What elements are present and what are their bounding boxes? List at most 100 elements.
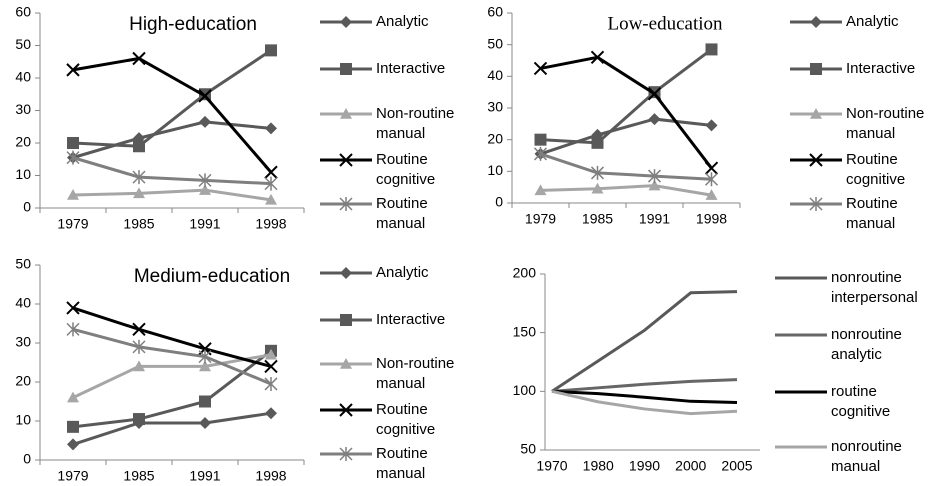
y-tick-label: 20 xyxy=(15,134,31,150)
series-line xyxy=(72,120,272,160)
y-tick-label: 60 xyxy=(15,4,31,20)
y-tick-label: 0 xyxy=(23,199,31,215)
marker xyxy=(810,108,822,119)
marker xyxy=(66,150,80,165)
marker xyxy=(810,63,822,75)
marker xyxy=(199,115,211,128)
marker xyxy=(340,314,352,326)
y-tick-label: 20 xyxy=(487,130,503,146)
marker xyxy=(648,113,661,126)
marker xyxy=(132,339,146,354)
chart-title: Low-education xyxy=(607,13,723,34)
marker xyxy=(67,438,79,451)
marker xyxy=(339,197,353,211)
series-line xyxy=(72,349,272,429)
x-tick-label: 1985 xyxy=(123,216,154,232)
marker xyxy=(591,182,604,194)
y-tick-label: 40 xyxy=(15,69,31,85)
marker xyxy=(340,108,352,119)
y-tick-label: 60 xyxy=(487,4,503,20)
y-tick-label: 200 xyxy=(513,265,537,281)
series-line xyxy=(72,306,272,368)
series-line xyxy=(540,48,713,145)
y-tick-label: 50 xyxy=(487,35,503,51)
marker xyxy=(132,51,146,66)
series-line xyxy=(72,188,272,202)
marker xyxy=(705,119,718,132)
marker xyxy=(265,348,277,360)
marker xyxy=(67,420,79,433)
marker xyxy=(590,165,605,180)
legend-label: Routine cognitive xyxy=(376,151,436,188)
x-tick-label: 1998 xyxy=(255,468,286,484)
x-tick-label: 1979 xyxy=(57,216,88,232)
marker xyxy=(66,63,80,77)
marker xyxy=(265,193,277,205)
series-line xyxy=(551,389,738,416)
marker xyxy=(199,360,211,372)
series-line xyxy=(540,184,712,197)
legend-label: Interactive xyxy=(846,60,916,77)
legend-label: Routine manual xyxy=(846,195,898,232)
y-tick-label: 10 xyxy=(15,412,31,428)
marker xyxy=(132,322,146,337)
x-tick-label: 2000 xyxy=(675,458,706,474)
x-tick-label: 1991 xyxy=(189,468,220,484)
marker xyxy=(265,44,277,57)
marker xyxy=(534,184,547,196)
marker xyxy=(533,146,548,161)
marker xyxy=(591,136,604,149)
y-tick-label: 20 xyxy=(15,373,31,389)
marker xyxy=(809,153,823,167)
marker xyxy=(339,447,353,461)
series-line xyxy=(72,56,273,174)
legend-label: Interactive xyxy=(376,60,446,77)
y-tick-label: 0 xyxy=(495,194,503,210)
marker xyxy=(339,403,353,417)
chart-title: Medium-education xyxy=(134,266,290,287)
marker xyxy=(704,161,719,175)
marker xyxy=(265,407,277,420)
marker xyxy=(67,391,79,403)
legend-label: Analytic xyxy=(376,264,429,281)
series-line xyxy=(72,49,272,148)
marker xyxy=(199,395,211,408)
x-tick-label: 1979 xyxy=(525,211,556,227)
series-line xyxy=(540,117,712,156)
series-line xyxy=(72,327,272,386)
y-tick-label: 10 xyxy=(487,162,503,178)
marker xyxy=(590,50,605,65)
x-tick-label: 1985 xyxy=(123,468,154,484)
marker xyxy=(199,416,211,429)
y-tick-label: 40 xyxy=(487,67,503,83)
legend-label: Non-routine manual xyxy=(846,105,925,142)
marker xyxy=(534,133,547,146)
x-tick-label: 2005 xyxy=(721,458,752,474)
y-tick-label: 30 xyxy=(487,99,503,115)
series-line xyxy=(551,389,738,404)
legend-label: nonroutine analytic xyxy=(831,326,902,363)
y-tick-label: 10 xyxy=(15,166,31,182)
legend-label: Routine manual xyxy=(376,445,428,482)
series-line xyxy=(540,152,712,181)
legend-label: Routine cognitive xyxy=(846,151,906,188)
x-tick-label: 1970 xyxy=(536,458,567,474)
marker xyxy=(340,267,352,279)
chart-title: High-education xyxy=(129,14,257,35)
y-tick-label: 40 xyxy=(15,295,31,311)
series-line xyxy=(540,55,713,170)
marker xyxy=(810,16,822,28)
marker xyxy=(198,89,212,103)
series-line xyxy=(551,378,738,393)
legend-label: Non-routine manual xyxy=(376,355,455,392)
series-line xyxy=(72,156,272,186)
marker xyxy=(339,153,353,167)
marker xyxy=(67,189,79,200)
marker xyxy=(133,360,145,372)
y-tick-label: 0 xyxy=(23,451,31,467)
y-tick-label: 150 xyxy=(513,323,537,339)
legend-label: Routine manual xyxy=(376,195,428,232)
legend-label: nonroutine interpersonal xyxy=(831,269,918,306)
marker xyxy=(133,140,145,153)
x-tick-label: 1998 xyxy=(696,211,727,227)
